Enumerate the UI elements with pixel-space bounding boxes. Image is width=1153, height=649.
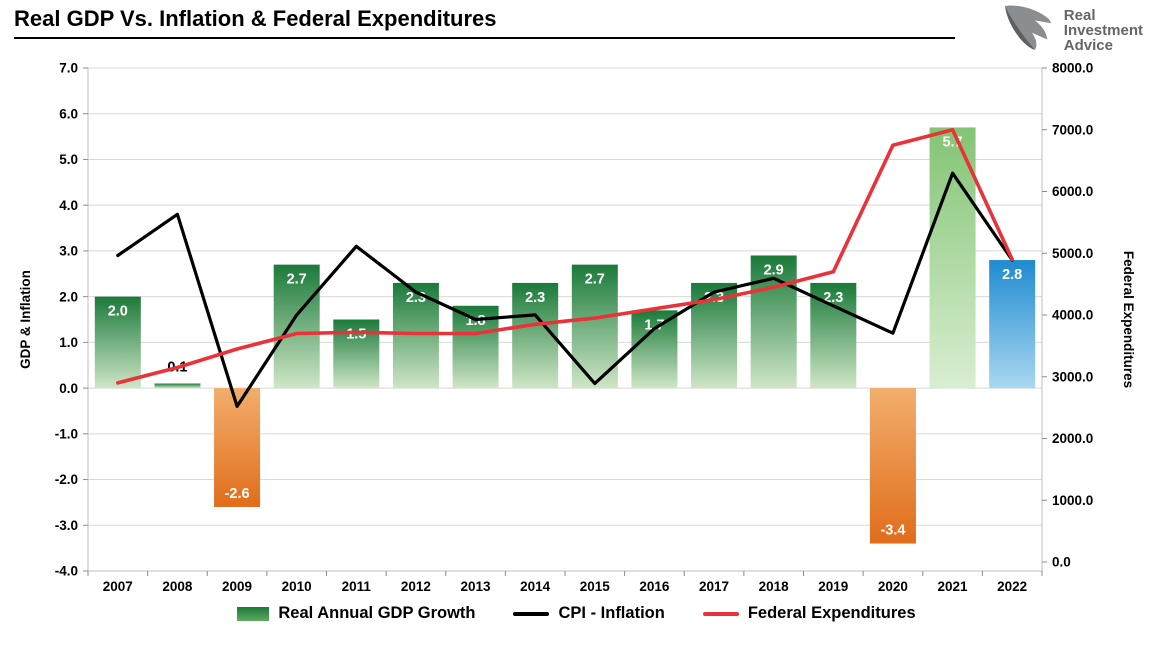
svg-text:-1.0: -1.0 (55, 427, 78, 442)
legend-item: Real Annual GDP Growth (237, 604, 475, 623)
svg-text:2000.0: 2000.0 (1052, 431, 1093, 446)
svg-text:2016: 2016 (639, 579, 670, 594)
svg-text:5.0: 5.0 (59, 152, 78, 167)
svg-text:6.0: 6.0 (59, 106, 78, 121)
svg-text:2020: 2020 (878, 579, 908, 594)
svg-text:2008: 2008 (162, 579, 193, 594)
svg-text:1.0: 1.0 (59, 335, 78, 350)
x-axis-labels: 2007 2008 2009 2010 2011 2012 2013 2014 2015 2016… (103, 579, 1027, 594)
svg-text:2011: 2011 (342, 579, 372, 594)
svg-text:2018: 2018 (759, 579, 790, 594)
svg-text:2010: 2010 (282, 579, 312, 594)
legend-label: Federal Expenditures (747, 604, 916, 622)
bar-2007 (94, 296, 141, 389)
bar-value-label: 2.8 (1002, 267, 1022, 283)
svg-text:2007: 2007 (103, 579, 133, 594)
svg-text:2012: 2012 (401, 579, 431, 594)
page-title: Real GDP Vs. Inflation & Federal Expendi… (14, 6, 497, 31)
bar-2010 (273, 264, 320, 389)
brand-line-1: Real (1063, 7, 1096, 24)
brand-line-2: Investment (1063, 22, 1143, 39)
svg-text:2014: 2014 (520, 579, 551, 594)
brand-logo-text: Real Investment Advice (1064, 8, 1143, 53)
bar-labels: 2.00.1-2.62.71.52.31.82.32.71.72.32.92.3… (108, 134, 1023, 538)
federal-expenditures-line (116, 128, 1015, 385)
eagle-logo-icon (1003, 5, 1057, 56)
bar-value-label: -3.4 (880, 523, 905, 539)
bar-value-label: 2.3 (525, 290, 545, 306)
svg-text:-2.0: -2.0 (55, 472, 78, 487)
axes (83, 67, 1047, 576)
legend-label: CPI - Inflation (558, 604, 665, 622)
svg-text:2019: 2019 (818, 579, 848, 594)
svg-text:2.0: 2.0 (59, 289, 78, 304)
svg-text:7000.0: 7000.0 (1052, 122, 1093, 137)
legend-item: Federal Expenditures (702, 604, 916, 623)
svg-text:8000.0: 8000.0 (1052, 61, 1093, 76)
bar-value-label: 1.5 (346, 327, 366, 343)
svg-text:0.0: 0.0 (1052, 555, 1071, 570)
svg-text:2009: 2009 (222, 579, 252, 594)
legend-line-swatch-icon (513, 611, 550, 616)
left-axis-title: GDP & Inflation (18, 270, 33, 369)
bar-2020 (869, 388, 916, 544)
svg-text:5000.0: 5000.0 (1052, 246, 1093, 261)
right-axis-labels: 8000.0 7000.0 6000.0 5000.0 4000.0 3000.0 2000… (1052, 61, 1093, 570)
svg-text:4.0: 4.0 (59, 198, 78, 213)
bar-value-label: 2.7 (287, 272, 307, 288)
svg-text:3.0: 3.0 (59, 244, 78, 259)
svg-text:6000.0: 6000.0 (1052, 184, 1093, 199)
bar-value-label: 2.7 (585, 272, 605, 288)
svg-text:2013: 2013 (461, 579, 492, 594)
gdp-bars (94, 127, 1036, 544)
chart-header: Real GDP Vs. Inflation & Federal Expendi… (14, 6, 955, 39)
legend-bar-swatch-icon (237, 606, 270, 621)
svg-text:2022: 2022 (997, 579, 1027, 594)
svg-text:7.0: 7.0 (59, 61, 78, 76)
left-axis-labels: 7.0 6.0 5.0 4.0 3.0 2.0 1.0 0.0 -1.0 -2.0 -3.0 -4.0 (55, 61, 78, 579)
chart-legend: Real Annual GDP Growth CPI - Inflation Fed… (0, 604, 1153, 623)
svg-text:0.0: 0.0 (59, 381, 78, 396)
svg-text:2015: 2015 (580, 579, 611, 594)
bar-2021 (929, 127, 976, 389)
bar-2016 (631, 310, 678, 389)
bar-2008 (154, 383, 201, 389)
bar-value-label: 2.0 (108, 304, 128, 320)
svg-text:1000.0: 1000.0 (1052, 493, 1093, 508)
bar-2022 (989, 260, 1036, 389)
bar-value-label: 1.7 (644, 317, 664, 333)
right-axis-title: Federal Expenditures (1121, 251, 1136, 388)
bar-value-label: 2.9 (764, 262, 784, 278)
legend-line-swatch-icon (702, 611, 739, 616)
legend-label: Real Annual GDP Growth (278, 604, 476, 622)
svg-text:3000.0: 3000.0 (1052, 369, 1093, 384)
cpi-inflation-line (116, 171, 1014, 408)
bar-value-label: -2.6 (225, 486, 250, 502)
svg-text:2021: 2021 (938, 579, 969, 594)
svg-text:-3.0: -3.0 (55, 518, 78, 533)
bar-2014 (512, 282, 559, 389)
svg-text:-4.0: -4.0 (55, 564, 78, 579)
brand-line-3: Advice (1063, 37, 1113, 54)
legend-item: CPI - Inflation (513, 604, 665, 623)
svg-text:2017: 2017 (699, 579, 729, 594)
brand-logo: Real Investment Advice (1003, 5, 1143, 56)
svg-text:4000.0: 4000.0 (1052, 308, 1093, 323)
